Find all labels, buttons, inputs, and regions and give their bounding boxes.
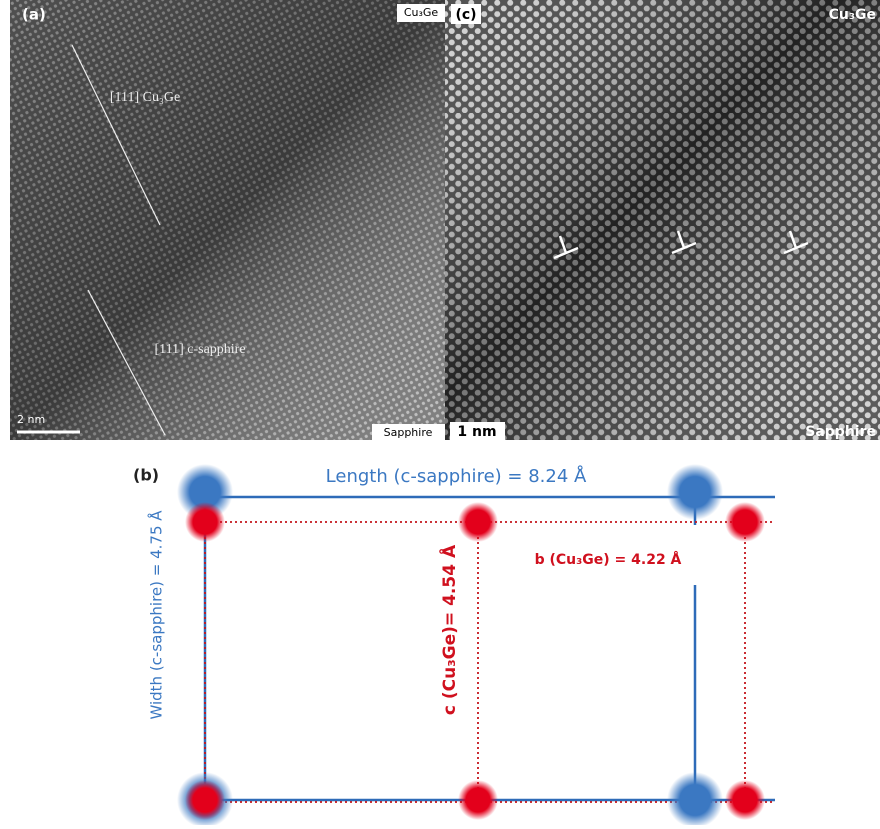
panel-label: (b) (133, 466, 159, 485)
bottom-label: Sapphire (384, 426, 433, 439)
panel-b: (b) Length (c-sapphire) = 8.24 Å Width (… (133, 464, 775, 825)
c-label: c (Cu₃Ge)= 4.54 Å (437, 544, 460, 715)
scale-label: 1 nm (457, 424, 496, 440)
b-label: b (Cu₃Ge) = 4.22 Å (535, 551, 682, 568)
top-label: Cu₃Ge (829, 7, 876, 23)
image-shading (10, 0, 445, 440)
annotation: [111] c-sapphire (154, 342, 245, 357)
panel-label: (a) (22, 6, 46, 24)
sapphire-cell (205, 497, 775, 800)
panel-label: (c) (455, 7, 476, 23)
length-label: Length (c-sapphire) = 8.24 Å (326, 465, 587, 487)
annotation: [111] Cu₃Ge (110, 90, 180, 105)
cu3ge-cell (205, 522, 775, 802)
cu3ge-atoms (185, 502, 765, 820)
scale-label: 2 nm (17, 413, 45, 426)
top-label: Cu₃Ge (404, 6, 439, 19)
width-label: Width (c-sapphire) = 4.75 Å (147, 510, 166, 720)
panel-c: (c) Cu₃Ge 1 nm Sapphire (445, 0, 880, 442)
image-shading (445, 0, 880, 440)
panel-a: (a) Cu₃Ge [111] Cu₃Ge [111] c-sapphire 2… (10, 0, 445, 442)
figure: (a) Cu₃Ge [111] Cu₃Ge [111] c-sapphire 2… (0, 0, 880, 825)
bottom-label: Sapphire (805, 424, 876, 440)
